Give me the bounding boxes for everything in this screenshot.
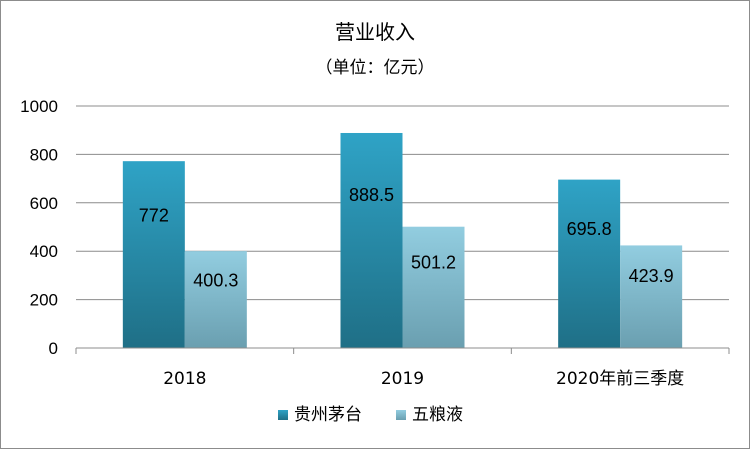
y-tick-label: 600	[30, 194, 58, 213]
bar-series2	[402, 226, 465, 348]
x-category-label: 2020年前三季度	[556, 369, 684, 389]
bar-series2	[620, 245, 683, 348]
legend-label: 五粮液	[412, 405, 463, 425]
chart-title: 营业收入	[335, 20, 415, 44]
bar-series1	[340, 132, 403, 348]
legend-label: 贵州茅台	[294, 405, 362, 425]
data-label: 400.3	[193, 270, 238, 290]
bars	[122, 132, 683, 348]
x-category-label: 2018	[163, 369, 206, 389]
data-label: 695.8	[567, 219, 612, 239]
bar-series1	[558, 179, 621, 348]
y-tick-label: 800	[30, 145, 58, 164]
data-label: 423.9	[629, 266, 674, 286]
legend: 贵州茅台 五粮液	[278, 405, 463, 425]
y-tick-label: 0	[49, 339, 58, 358]
chart-subtitle: （单位：亿元）	[316, 58, 435, 78]
data-label: 888.5	[349, 185, 394, 205]
x-axis-categories: 2018 2019 2020年前三季度	[163, 369, 684, 389]
y-tick-label: 1000	[20, 97, 58, 116]
legend-swatch	[278, 410, 288, 420]
data-labels: 772 400.3 888.5 501.2 695.8 423.9	[139, 185, 674, 290]
data-label: 772	[139, 205, 169, 225]
y-axis-ticks: 0 200 400 600 800 1000	[20, 97, 58, 358]
data-label: 501.2	[411, 253, 456, 273]
y-tick-label: 400	[30, 242, 58, 261]
bar-series1	[122, 161, 185, 348]
x-category-label: 2019	[381, 369, 424, 389]
bar-series2	[184, 251, 247, 348]
x-axis	[75, 347, 730, 354]
legend-swatch	[396, 410, 406, 420]
y-tick-label: 200	[30, 291, 58, 310]
